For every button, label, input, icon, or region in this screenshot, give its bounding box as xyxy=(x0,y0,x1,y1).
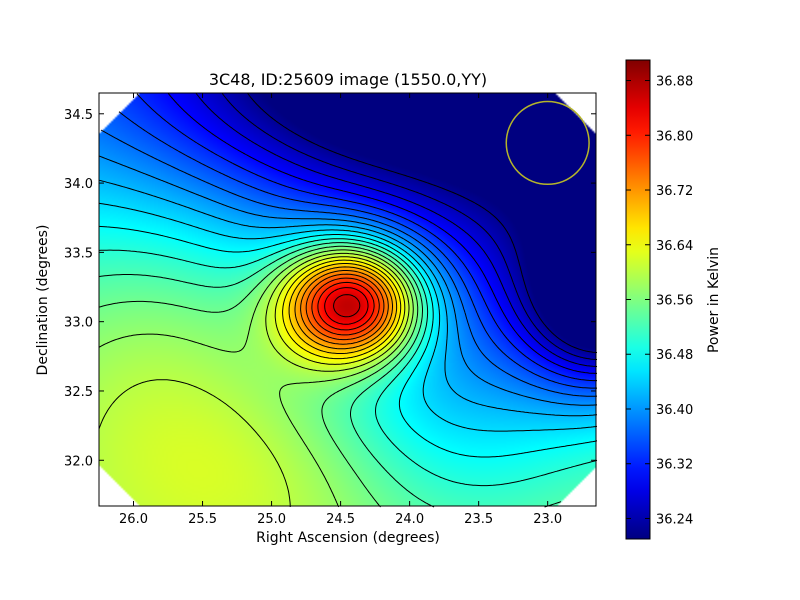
colorbar-tick-label: 36.48 xyxy=(656,348,693,363)
contour-path xyxy=(98,92,598,508)
colorbar-tick-label: 36.64 xyxy=(656,239,693,254)
x-axis-label: Right Ascension (degrees) xyxy=(256,530,440,546)
chart-title: 3C48, ID:25609 image (1550.0,YY) xyxy=(209,70,487,89)
colorbar-tick-label: 36.56 xyxy=(656,294,693,309)
colorbar-tick-label: 36.88 xyxy=(656,75,693,90)
x-tick-label: 24.0 xyxy=(395,512,424,527)
x-tick-label: 23.5 xyxy=(464,512,493,527)
x-tick-label: 26.0 xyxy=(119,512,148,527)
x-tick-label: 25.5 xyxy=(188,512,217,527)
y-axis-label: Declination (degrees) xyxy=(35,225,51,376)
heatmap-image xyxy=(99,93,596,506)
colorbar-label: Power in Kelvin xyxy=(706,247,722,353)
x-axis-ticks: 26.0 25.5 25.0 24.5 24.0 23.5 23.0 xyxy=(119,93,562,527)
y-tick-label: 34.0 xyxy=(64,177,93,192)
colorbar-tick-label: 36.72 xyxy=(656,184,693,199)
colorbar-tick-label: 36.24 xyxy=(656,512,693,527)
colorbar-tick-label: 36.40 xyxy=(656,403,693,418)
colorbar: 36.24 36.32 36.40 36.48 36.56 36.64 36.72 36.80… xyxy=(625,59,722,540)
y-tick-label: 33.5 xyxy=(64,246,93,261)
colorbar-tick-label: 36.80 xyxy=(656,129,693,144)
x-tick-label: 24.5 xyxy=(326,512,355,527)
y-axis-ticks: 32.0 32.5 33.0 33.5 34.0 34.5 xyxy=(64,108,596,469)
y-tick-label: 32.0 xyxy=(64,454,93,469)
colorbar-ticks: 36.24 36.32 36.40 36.48 36.56 36.64 36.72 36.80… xyxy=(626,75,693,527)
beam-circle xyxy=(505,100,590,186)
contour-lines xyxy=(98,92,598,508)
x-tick-label: 23.0 xyxy=(533,512,562,527)
x-tick-label: 25.0 xyxy=(257,512,286,527)
colorbar-tick-label: 36.32 xyxy=(656,458,693,473)
plot-area xyxy=(98,92,598,508)
y-tick-label: 32.5 xyxy=(64,385,93,400)
y-tick-label: 33.0 xyxy=(64,316,93,331)
plot-frame xyxy=(98,92,597,507)
y-tick-label: 34.5 xyxy=(64,108,93,123)
